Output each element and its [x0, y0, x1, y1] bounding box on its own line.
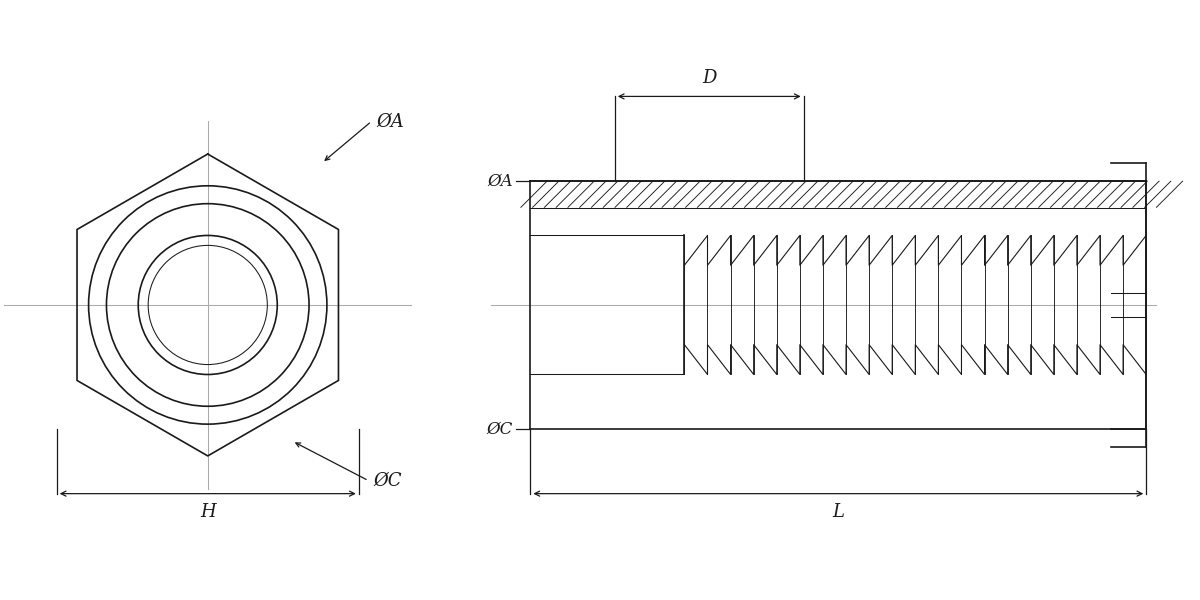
- Text: L: L: [833, 503, 845, 521]
- Text: D: D: [702, 70, 716, 88]
- Text: ØC: ØC: [486, 421, 512, 437]
- Text: ØC: ØC: [373, 472, 402, 490]
- Text: ØA: ØA: [487, 172, 512, 190]
- Text: ØA: ØA: [377, 112, 404, 130]
- Text: H: H: [200, 503, 216, 521]
